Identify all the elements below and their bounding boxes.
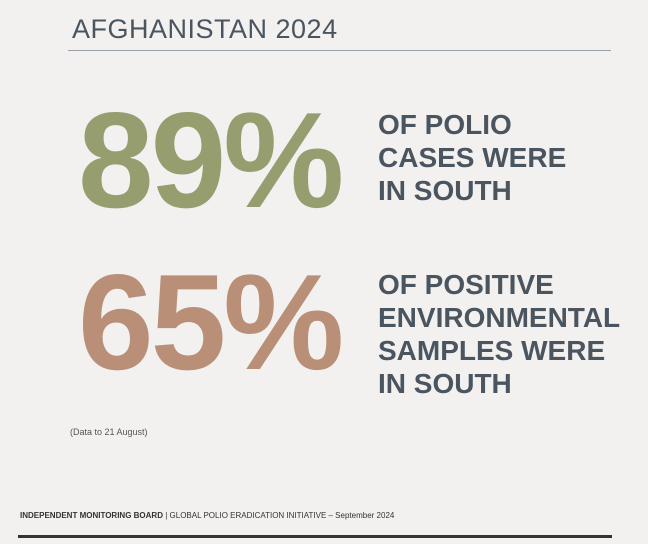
stat-line: CASES WERE	[378, 142, 567, 173]
footer: INDEPENDENT MONITORING BOARD | GLOBAL PO…	[20, 511, 394, 520]
stat-figure: 65%	[78, 246, 344, 398]
stat-figure: 89%	[78, 84, 344, 236]
stat-line: SAMPLES WERE	[378, 335, 606, 366]
page-title: AFGHANISTAN 2024	[72, 14, 338, 44]
footer-org: INDEPENDENT MONITORING BOARD	[20, 511, 163, 520]
footer-text: GLOBAL POLIO ERADICATION INITIATIVE – Se…	[169, 511, 395, 520]
stat-line: IN SOUTH	[378, 175, 512, 206]
title-rule	[68, 50, 611, 51]
stat-line: OF POSITIVE	[378, 269, 554, 300]
stat-text: OF POSITIVE ENVIRONMENTAL SAMPLES WERE IN S…	[378, 268, 620, 400]
stat-line: ENVIRONMENTAL	[378, 302, 621, 333]
bottom-rule	[18, 535, 612, 538]
note: (Data to 21 August)	[70, 427, 148, 437]
stat-line: OF POLIO	[378, 109, 512, 140]
footer-separator: |	[165, 511, 168, 520]
stat-text: OF POLIO CASES WERE IN SOUTH	[378, 108, 566, 207]
stat-line: IN SOUTH	[378, 368, 512, 399]
